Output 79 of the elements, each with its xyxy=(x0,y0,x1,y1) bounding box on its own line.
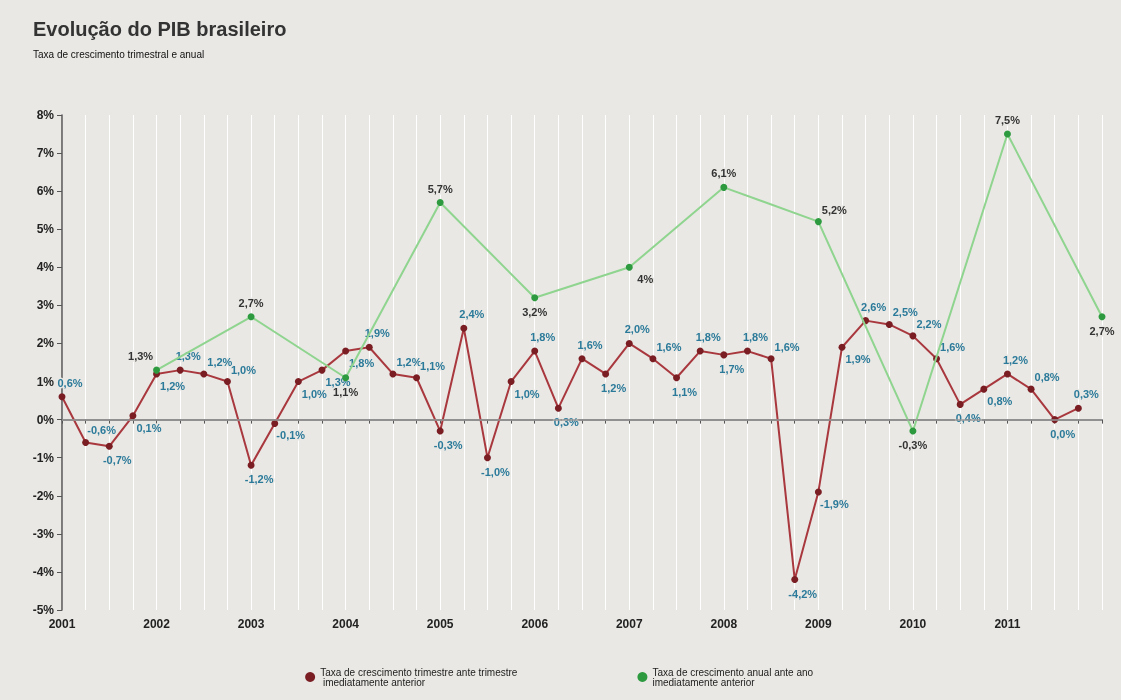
data-label: 3,2% xyxy=(522,305,548,318)
data-label: 1,1% xyxy=(672,385,698,398)
y-tick-label: 7% xyxy=(36,146,55,161)
data-label: 1,6% xyxy=(656,340,682,353)
y-tick-label: 3% xyxy=(36,298,55,313)
data-label: 1,9% xyxy=(364,327,391,340)
chart-title: Evolução do PIB brasileiro xyxy=(33,18,287,40)
data-label: 1,9% xyxy=(845,353,871,366)
data-label: -1,9% xyxy=(819,497,849,510)
data-label: 1,6% xyxy=(774,340,800,353)
x-tick-label: 2011 xyxy=(994,617,1021,631)
data-label: 0,3% xyxy=(1073,388,1100,401)
data-label: 0,8% xyxy=(987,395,1013,408)
data-label: 2,4% xyxy=(459,308,485,321)
data-label: 1,3% xyxy=(128,350,154,363)
data-label: 4% xyxy=(637,273,654,286)
data-label: -1,0% xyxy=(481,465,511,478)
y-tick-label: 6% xyxy=(36,184,55,199)
data-label: 1,2% xyxy=(1002,353,1029,366)
y-tick-label: 4% xyxy=(36,260,55,275)
x-tick-label: 2001 xyxy=(48,617,76,631)
x-tick-label: 2002 xyxy=(143,617,171,631)
legend-label: Taxa de crescimento anual ante ano imediatamente anterior xyxy=(652,666,816,688)
chart-subtitle: Taxa de crescimento trimestral e anual xyxy=(33,48,205,60)
data-label: -0,7% xyxy=(102,454,132,467)
data-label: 6,1% xyxy=(711,167,737,180)
data-label: 2,0% xyxy=(624,323,651,336)
data-label: -1,2% xyxy=(244,473,274,486)
y-tick-label: 5% xyxy=(36,222,55,237)
y-tick-label: 2% xyxy=(36,336,55,351)
data-label: 0,4% xyxy=(955,412,981,425)
data-label: 1,1% xyxy=(420,359,446,372)
data-label: 0,1% xyxy=(136,421,162,434)
data-label: 1,8% xyxy=(349,357,375,370)
data-label: -0,3% xyxy=(433,439,463,452)
data-label: 2,6% xyxy=(861,300,887,313)
data-label: 5,7% xyxy=(427,182,453,195)
data-label: -0,6% xyxy=(87,424,117,437)
data-label: 1,2% xyxy=(396,355,422,368)
x-tick-label: 2010 xyxy=(899,617,927,631)
data-label: 1,6% xyxy=(577,338,603,351)
data-label: 0,8% xyxy=(1034,371,1060,384)
data-label: 7,5% xyxy=(994,114,1021,127)
data-label: 1,0% xyxy=(301,387,328,400)
y-tick-label: -4% xyxy=(32,564,55,579)
data-label: -0,3% xyxy=(898,439,928,452)
y-tick-label: -5% xyxy=(32,603,55,617)
data-label: 1,6% xyxy=(940,340,966,353)
data-label: 1,8% xyxy=(530,331,556,344)
data-label: 2,2% xyxy=(916,317,942,330)
x-tick-label: 2008 xyxy=(710,617,738,631)
x-tick-label: 2004 xyxy=(332,617,360,631)
x-tick-label: 2006 xyxy=(521,617,549,631)
data-label: 1,2% xyxy=(160,379,186,392)
data-label: 1,2% xyxy=(207,355,233,368)
x-tick-label: 2009 xyxy=(805,617,833,631)
data-label: 1,7% xyxy=(719,362,745,375)
data-label: 0,0% xyxy=(1050,427,1076,440)
data-label: 1,8% xyxy=(695,331,721,344)
data-label: 1,2% xyxy=(601,381,627,394)
data-label: -0,1% xyxy=(276,429,306,442)
data-label: 2,5% xyxy=(892,306,919,319)
data-label: 2,7% xyxy=(238,296,264,309)
x-tick-label: 2005 xyxy=(426,617,454,631)
y-tick-label: -3% xyxy=(32,526,55,541)
y-tick-label: 1% xyxy=(36,374,55,389)
legend-label: Taxa de crescimento trimestre ante trimestre imediatamente anterior xyxy=(320,666,518,688)
y-tick-label: 0% xyxy=(36,412,55,427)
data-label: 0,3% xyxy=(553,416,580,429)
data-label: 5,2% xyxy=(821,203,848,216)
data-label: 1,0% xyxy=(514,387,540,400)
y-tick-label: -1% xyxy=(32,450,55,465)
data-label: 2,7% xyxy=(1089,324,1115,337)
data-label: 1,8% xyxy=(742,331,769,344)
y-tick-label: 8% xyxy=(36,108,55,122)
y-tick-label: -2% xyxy=(32,488,55,503)
x-tick-label: 2007 xyxy=(615,617,643,631)
data-label: -4,2% xyxy=(788,587,818,600)
x-tick-label: 2003 xyxy=(237,617,265,631)
